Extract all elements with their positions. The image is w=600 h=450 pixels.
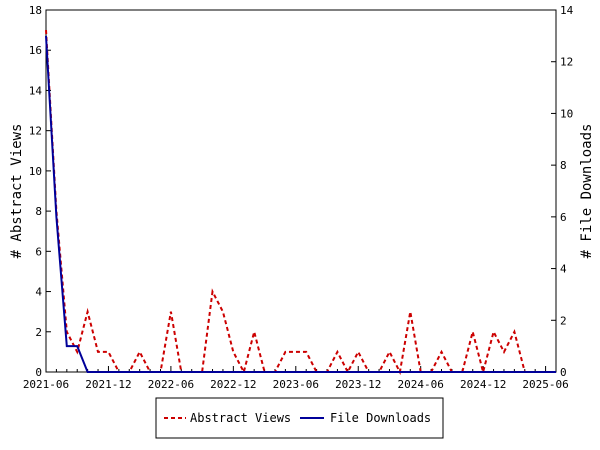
x-tick-label: 2022-06 (148, 378, 194, 391)
series-abstract-views (45, 30, 556, 376)
x-tick-label: 2021-06 (23, 378, 69, 391)
y2-tick-label: 0 (560, 366, 567, 379)
x-axis-ticks: 2021-06 2021-12 2022-06 2022-12 2023-06 2023-… (23, 366, 569, 391)
x-tick-label: 2023-06 (273, 378, 319, 391)
y-tick-label: 8 (35, 205, 42, 218)
series-lines (45, 30, 556, 376)
x-tick-label: 2025-06 (522, 378, 568, 391)
y-tick-label: 4 (35, 286, 42, 299)
y-tick-label: 18 (29, 4, 42, 17)
y-axis-ticks: 0 2 4 6 8 10 12 14 16 18 (29, 4, 51, 379)
y2-axis-ticks: 0 2 4 6 8 10 12 14 (551, 4, 574, 379)
y2-tick-label: 4 (560, 263, 567, 276)
x-tick-label: 2024-12 (460, 378, 506, 391)
y-tick-label: 12 (29, 125, 42, 138)
legend-box (155, 397, 444, 439)
legend-label-abstract-views: Abstract Views (190, 411, 291, 425)
y-tick-label: 10 (29, 165, 42, 178)
legend: Abstract Views File Downloads (155, 397, 444, 439)
y-tick-label: 2 (35, 326, 42, 339)
x-tick-label: 2024-06 (398, 378, 444, 391)
x-tick-label: 2022-12 (210, 378, 256, 391)
y2-tick-label: 14 (560, 4, 574, 17)
y2-tick-label: 8 (560, 159, 567, 172)
y-axis-title: # Abstract Views (9, 124, 25, 259)
y2-tick-label: 10 (560, 107, 573, 120)
y-tick-label: 6 (35, 245, 42, 258)
y-tick-label: 16 (29, 44, 42, 57)
y2-tick-label: 6 (560, 211, 567, 224)
x-tick-label: 2023-12 (335, 378, 381, 391)
y2-tick-label: 12 (560, 56, 573, 69)
y-tick-label: 0 (35, 366, 42, 379)
y2-tick-label: 2 (560, 314, 567, 327)
x-tick-label: 2021-12 (85, 378, 131, 391)
series-file-downloads (45, 35, 556, 373)
legend-label-file-downloads: File Downloads (330, 411, 431, 425)
y-tick-label: 14 (29, 84, 43, 97)
plot-area (45, 9, 557, 373)
y2-axis-title: # File Downloads (579, 124, 595, 259)
